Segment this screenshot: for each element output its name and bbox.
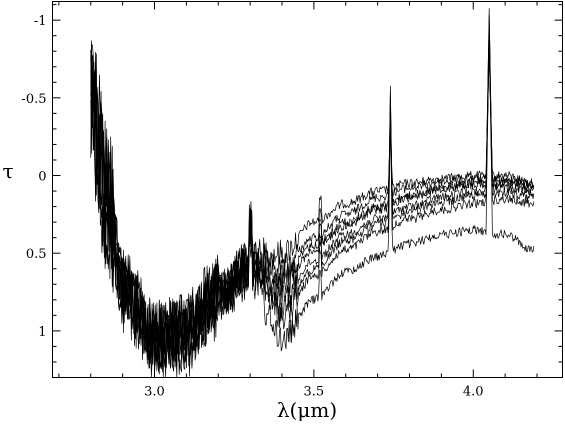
series-layer [90, 8, 535, 378]
series-line-5 [90, 29, 535, 365]
y-axis-label: τ [2, 159, 13, 183]
x-axis-label: λ(μm) [277, 398, 337, 422]
x-tick-label: 3.5 [304, 385, 325, 400]
y-tick-label: 0 [38, 170, 46, 185]
series-line-7 [90, 15, 535, 374]
y-tick-label: 0.5 [26, 247, 47, 262]
plot-frame [52, 1, 563, 378]
y-tick-label: -1 [34, 14, 47, 29]
ticks-layer: 3.0 3.5 4.0 1 0.5 0 -0.5 -1 [21, 1, 563, 400]
y-tick-label: 1 [38, 325, 46, 340]
y-tick-label: -0.5 [21, 92, 46, 107]
x-tick-label: 3.0 [144, 385, 165, 400]
series-line-8 [90, 8, 535, 370]
x-tick-label: 4.0 [463, 385, 484, 400]
